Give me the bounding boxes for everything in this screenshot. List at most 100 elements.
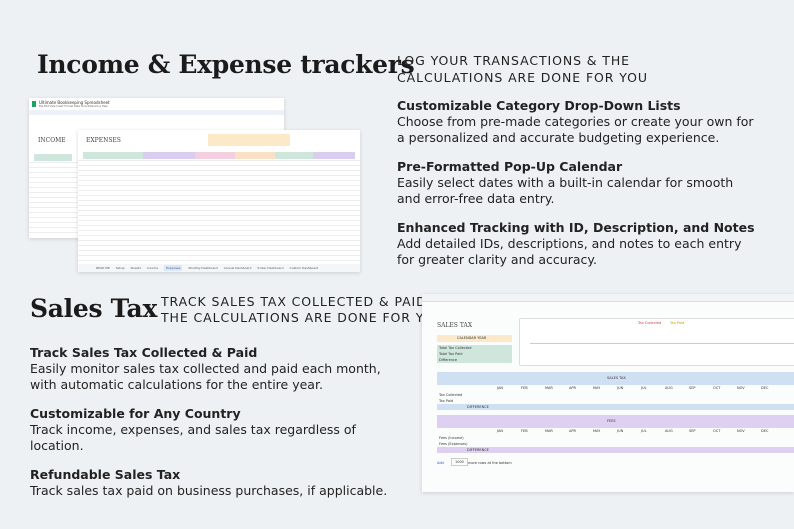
month-label: MAR — [545, 386, 553, 390]
sheet-tab[interactable]: Custom Dashboard — [289, 266, 319, 270]
feature-body: Track income, expenses, and sales tax re… — [30, 422, 356, 453]
sheet-tab[interactable]: Setup — [115, 266, 125, 270]
grid-row — [78, 225, 360, 226]
sheet-tab[interactable]: READ ME — [96, 266, 110, 270]
sheet-tab[interactable]: 5-Year Dashboard — [257, 266, 284, 270]
grid-row — [78, 230, 360, 231]
sales-tax-section: SALES TAX — [437, 372, 794, 385]
summary-label: Difference — [439, 358, 458, 362]
month-headers: JAN FEB MAR APR MAY JUN JUL AUG SEP OCT NOV DEC — [437, 429, 794, 435]
month-label: OCT — [713, 386, 721, 390]
month-label: APR — [569, 429, 576, 433]
grid-row — [78, 250, 360, 251]
feature-body: Easily select dates with a built-in cale… — [397, 175, 734, 206]
grid-row — [78, 195, 360, 196]
fees-difference-row: DIFFERENCE — [437, 447, 794, 453]
grid-row — [78, 240, 360, 241]
grid-row — [78, 200, 360, 201]
sheets-logo-icon — [32, 101, 36, 107]
month-label: MAY — [593, 386, 601, 390]
grid-row — [78, 215, 360, 216]
feature-body: Easily monitor sales tax collected and p… — [30, 361, 381, 392]
row-label: DIFFERENCE — [467, 448, 489, 452]
feature-body: Add detailed IDs, descriptions, and note… — [397, 236, 742, 267]
sheet-tab-active[interactable]: Expenses — [164, 265, 183, 271]
calendar-label: CALENDAR YEAR — [457, 336, 487, 340]
month-label: APR — [569, 386, 576, 390]
sheet-tab[interactable]: Income — [147, 266, 159, 270]
tax-chart: Tax Collected Tax Paid — [519, 318, 794, 366]
income-header-band — [34, 154, 72, 161]
month-label: JAN — [497, 386, 503, 390]
month-label: AUG — [665, 386, 673, 390]
month-label: NOV — [737, 386, 745, 390]
section-label: SALES TAX — [607, 376, 626, 380]
fees-section: FEES — [437, 415, 794, 428]
month-label: JAN — [497, 429, 503, 433]
month-label: JUN — [617, 429, 624, 433]
summary-band: Total Tax Collected Total Tax Paid Diffe… — [437, 345, 512, 363]
grid-row — [78, 245, 360, 246]
grid-row — [78, 160, 360, 161]
feature-heading: Refundable Sales Tax — [30, 467, 181, 482]
hdr-green — [83, 152, 143, 159]
grid-row — [78, 185, 360, 186]
feature-list-bottom: Track Sales Tax Collected & Paid Easily m… — [30, 345, 390, 512]
month-label: FEB — [521, 429, 528, 433]
month-label: JUL — [641, 386, 647, 390]
month-label: MAY — [593, 429, 601, 433]
month-label: JUN — [617, 386, 624, 390]
month-label: OCT — [713, 429, 721, 433]
hdr-orange — [235, 152, 275, 159]
grid-row — [78, 260, 360, 261]
sheet-tab[interactable]: Annual Dashboard — [223, 266, 252, 270]
sheet-tab[interactable]: Monthly Dashboard — [188, 266, 218, 270]
month-label: SEP — [689, 429, 696, 433]
grid-row — [78, 205, 360, 206]
add-rows-button[interactable]: Add — [437, 461, 444, 465]
expenses-heading: EXPENSES — [86, 137, 121, 144]
section-title-sales-tax: Sales Tax — [30, 294, 158, 323]
sheet-tabs: READ ME Setup Sheet1 Income Expenses Mon… — [78, 264, 360, 272]
tagline-line: TRACK SALES TAX COLLECTED & PAID - — [161, 294, 437, 309]
feature-heading: Enhanced Tracking with ID, Description, … — [397, 220, 755, 235]
month-headers: JAN FEB MAR APR MAY JUN JUL AUG SEP OCT NOV DEC — [437, 386, 794, 392]
summary-label: Total Tax Collected — [439, 346, 472, 350]
feature-body: Track sales tax paid on business purchas… — [30, 483, 388, 498]
grid-row — [78, 165, 360, 166]
summary-label: Total Tax Paid — [439, 352, 463, 356]
feature-heading: Customizable for Any Country — [30, 406, 241, 421]
sheet-tab[interactable]: Sheet1 — [130, 266, 142, 270]
hdr-pink — [195, 152, 235, 159]
menu-bar: File Edit View Insert Format Data Tools … — [39, 105, 108, 108]
tagline-line: THE CALCULATIONS ARE DONE FOR YOU — [161, 310, 445, 325]
month-label: JUL — [641, 429, 647, 433]
row-label: Fees (Expenses) — [439, 442, 468, 446]
grid-row — [78, 170, 360, 171]
row-label: Fees (Income) — [439, 436, 464, 440]
hdr-purple — [143, 152, 195, 159]
row-label: DIFFERENCE — [467, 405, 489, 409]
grid-row — [78, 235, 360, 236]
hdr-green2 — [275, 152, 313, 159]
sales-tax-screenshot: SALES TAX CALENDAR YEAR Total Tax Collec… — [422, 294, 794, 492]
feature-body: Choose from pre-made categories or creat… — [397, 114, 754, 145]
chart-line — [530, 343, 794, 344]
expenses-sheet-screenshot: EXPENSES READ ME Setup Sheet1 Income Exp… — [78, 130, 360, 272]
row-label: Tax Collected — [439, 393, 463, 397]
month-label: FEB — [521, 386, 528, 390]
tagline-top: LOG YOUR TRANSACTIONS & THE CALCULATIONS… — [397, 52, 648, 86]
feature-heading: Track Sales Tax Collected & Paid — [30, 345, 258, 360]
month-label: NOV — [737, 429, 745, 433]
income-heading: INCOME — [38, 137, 66, 144]
toolbar — [29, 110, 284, 115]
month-label: DEC — [761, 386, 769, 390]
section-label: FEES — [607, 419, 616, 423]
section-title-income-expense: Income & Expense trackers — [37, 50, 415, 79]
doc-title: Ultimate Bookkeeping Spreadsheet — [39, 100, 110, 105]
legend-tax-paid: Tax Paid — [670, 321, 685, 325]
grid-row — [78, 210, 360, 211]
feature-heading: Pre-Formatted Pop-Up Calendar — [397, 159, 623, 174]
add-rows-input[interactable]: 1000 — [451, 458, 468, 466]
grid-row — [78, 180, 360, 181]
